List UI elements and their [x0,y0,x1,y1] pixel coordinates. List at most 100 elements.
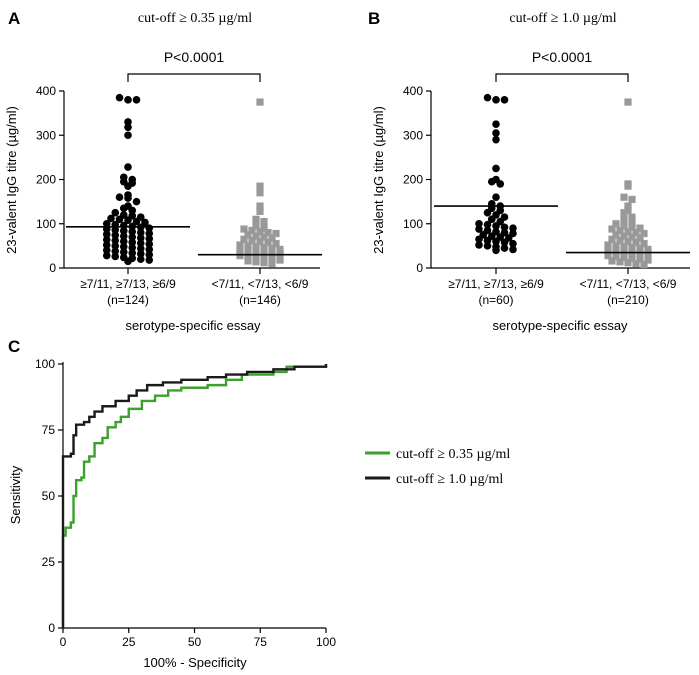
panel-b-cat-2-label: <7/11, <7/13, <6/9 [580,277,677,291]
panel-b-point-group-2 [636,234,644,242]
panel-b-point-group-1 [492,129,500,137]
panel-a-point-group-1 [128,249,137,257]
panel-a-pvalue: P<0.0001 [164,49,225,65]
panel-b-point-group-2 [628,254,636,262]
panel-a-point-group-2 [256,98,264,106]
panel-a-point-group-2 [244,247,252,255]
panel-b-point-group-1 [500,96,509,104]
panel-a-point-group-1 [102,241,111,249]
panel-a-point-group-1 [102,246,111,255]
panel-b-point-group-2 [608,225,616,233]
panel-b-point-group-2 [640,240,648,248]
panel-a-point-group-1 [128,243,137,252]
panel-a-point-group-1 [128,254,137,263]
panel-b-point-group-2 [620,243,628,251]
panel-a-point-group-1 [124,163,132,171]
panel-a-point-group-1 [136,250,145,258]
panel-c-x-tick-label: 75 [254,635,268,649]
panel-b-point-group-1 [492,242,500,251]
panel-b-point-group-2 [628,217,636,226]
panel-a-point-group-2 [244,252,252,261]
panel-c-y-tick-label: 25 [42,555,56,569]
panel-b-point-group-2 [628,213,636,221]
panel-a-y-tick-label: 0 [49,261,56,275]
panel-b-point-group-2 [624,202,632,210]
panel-a-cat-2-n: (n=146) [239,293,281,307]
panel-a-cat-2-label: <7/11, <7/13, <6/9 [212,277,309,291]
panel-a-significance-bracket [127,73,261,82]
panel-b-point-group-2 [640,260,648,269]
panel-b-point-group-1 [492,227,500,236]
panel-a-point-group-1 [102,219,111,228]
panel-a-point-group-1 [111,236,120,245]
legend-label-10: cut-off ≥ 1.0 µg/ml [396,472,503,487]
panel-a-point-group-2 [268,255,276,263]
panel-b-point-group-2 [620,222,628,230]
panel-b-point-group-1 [509,245,517,254]
panel-a-point-group-1 [102,230,111,239]
panel-a-point-group-2 [244,257,252,265]
panel-b-point-group-1 [509,224,517,232]
panel-a-point-group-2 [236,252,244,260]
panel-b-point-group-2 [624,206,632,215]
panel-b-y-tick-label: 200 [403,173,423,187]
panel-a-point-group-2 [256,237,264,246]
panel-b-point-group-2 [612,220,620,228]
panel-b-point-group-2 [636,224,644,232]
panel-a-point-group-2 [248,236,256,245]
panel-b-point-group-1 [492,193,500,201]
panel-b-pvalue: P<0.0001 [532,49,593,65]
panel-a-point-group-1 [136,228,145,237]
panel-c-x-tick-label: 100 [316,635,336,649]
panel-b-point-group-2 [620,215,628,223]
panel-a-point-group-2 [256,182,264,190]
panel-a-point-group-1 [128,211,137,220]
panel-a-point-group-1 [119,173,128,182]
panel-b-point-group-2 [616,258,624,266]
panel-a-point-group-1 [111,208,120,217]
panel-b-point-group-2 [620,253,628,261]
panel-b-point-group-2 [644,251,652,259]
panel-a-point-group-1 [145,245,154,254]
panel-b-point-group-1 [500,228,509,237]
panel-a-point-group-1 [145,256,154,264]
panel-a-point-group-2 [252,258,260,266]
panel-b-y-label: 23-valent IgG titre (µg/ml) [371,106,386,254]
panel-c-y-tick-label: 75 [42,423,56,437]
panel-a-letter: A [8,9,20,28]
panel-a-point-group-2 [260,254,268,262]
panel-b-point-group-1 [483,220,492,229]
panel-a-point-group-2 [272,229,280,238]
panel-b-point-group-2 [624,228,632,236]
panel-a-point-group-1 [124,123,132,132]
panel-b-point-group-2 [620,232,628,240]
panel-a-point-group-2 [268,234,276,242]
panel-a-point-group-2 [276,256,284,264]
panel-a-point-group-1 [141,218,149,227]
panel-a-y-tick-label: 100 [36,217,56,231]
panel-b-point-group-2 [628,233,636,241]
panel-b-cat-1-label: ≥7/11, ≥7/13, ≥6/9 [448,277,544,291]
panel-b-point-group-1 [475,225,483,233]
panel-c-roc-line-1 [61,364,328,628]
panel-c-letter: C [8,337,20,356]
panel-b-point-group-2 [604,241,612,249]
panel-a-cat-1-n: (n=124) [107,293,149,307]
panel-a-point-group-2 [236,241,244,249]
panel-b-point-group-2 [624,98,632,106]
panel-b-point-group-2 [624,180,632,188]
panel-a-point-group-1 [145,250,154,259]
panel-b-point-group-2 [620,209,628,217]
panel-b-point-group-1 [483,242,492,250]
panel-b-point-group-2 [604,246,612,254]
panel-a-point-group-1 [145,240,154,248]
panel-a-point-group-1 [111,242,120,250]
panel-b-point-group-1 [475,241,483,249]
panel-b-y-tick-label: 0 [416,261,423,275]
panel-a-point-group-1 [136,234,145,242]
panel-a-point-group-2 [272,240,280,248]
panel-a-point-group-1 [115,193,124,201]
panel-a-y-tick-label: 200 [36,173,56,187]
panel-a-point-group-1 [124,202,132,210]
